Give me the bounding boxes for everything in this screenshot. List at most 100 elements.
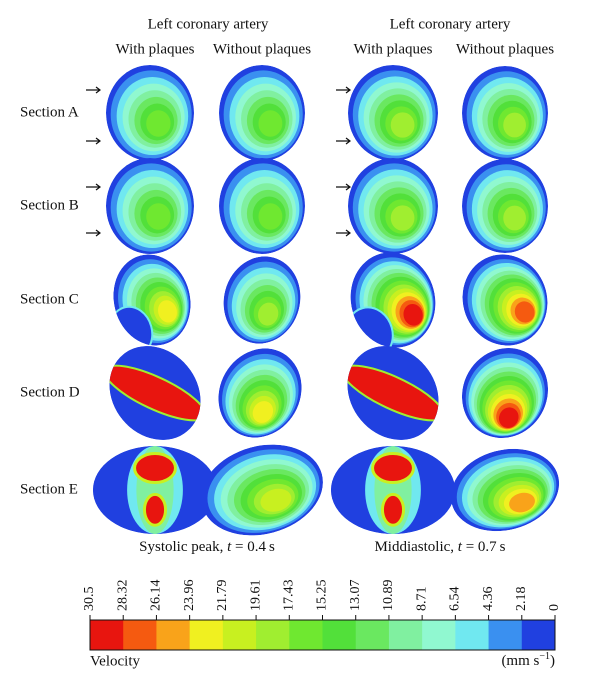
colorbar-tick-label: 6.54 xyxy=(448,587,463,612)
section-plot xyxy=(106,158,194,254)
section-plot xyxy=(218,348,302,438)
contour-band xyxy=(403,303,423,326)
caption-part: Middiastolic, xyxy=(374,539,457,555)
contour-band xyxy=(158,300,177,323)
section-plot xyxy=(328,327,458,459)
caption-part: t xyxy=(458,539,463,555)
contours xyxy=(348,65,438,161)
contour-band xyxy=(146,203,171,230)
colorbar-segment xyxy=(222,620,257,650)
unit-part: ) xyxy=(550,653,555,669)
colorbar-segment xyxy=(355,620,390,650)
contours xyxy=(462,159,548,253)
colorbar-segment xyxy=(388,620,423,650)
colorbar-tick-label: 15.25 xyxy=(315,580,330,612)
group-title: Left coronary artery xyxy=(390,16,511,32)
colorbar-segment xyxy=(422,620,456,650)
colorbar-segment xyxy=(156,620,191,650)
contour-band xyxy=(258,203,283,230)
contours xyxy=(218,348,302,438)
caption: Middiastolic, t = 0.7 s xyxy=(374,539,505,555)
colorbar-tick-label: 2.18 xyxy=(514,587,529,612)
contours xyxy=(223,256,301,344)
colorbar-segment xyxy=(455,620,490,650)
row-label: Section A xyxy=(20,104,79,120)
caption-part: = 0.7 s xyxy=(462,539,506,555)
column-header: Without plaques xyxy=(456,41,554,57)
colorbar-segment xyxy=(322,620,357,650)
colorbar-tick-label: 19.61 xyxy=(248,580,263,612)
contours xyxy=(328,327,458,459)
colorbar-segment xyxy=(123,620,157,650)
colorbar-tick-label: 0 xyxy=(547,604,562,611)
colorbar-tick-label: 30.5 xyxy=(82,587,97,612)
colorbar-tick-label: 4.36 xyxy=(481,587,496,612)
caption-part: Systolic peak, xyxy=(139,539,227,555)
contours xyxy=(106,158,194,254)
contour-band xyxy=(258,110,283,137)
contour-band xyxy=(146,110,171,137)
section-plot xyxy=(461,347,549,439)
section-plot xyxy=(93,446,217,534)
jet xyxy=(371,451,415,485)
jet xyxy=(142,492,168,527)
column-header: With plaques xyxy=(116,41,195,57)
contours xyxy=(108,254,191,355)
row-label: Section C xyxy=(20,291,79,307)
section-plot xyxy=(331,446,455,534)
contour-band xyxy=(514,301,535,323)
section-plot xyxy=(462,159,548,253)
colorbar-tick-label: 26.14 xyxy=(149,580,164,612)
section-plot xyxy=(219,158,305,254)
contours xyxy=(201,444,323,536)
contours xyxy=(219,65,305,161)
colorbar-tick-label: 10.89 xyxy=(381,580,396,612)
contours xyxy=(106,65,194,161)
colorbar-tick-label: 17.43 xyxy=(282,580,297,612)
jet xyxy=(380,492,406,527)
caption-part: = 0.4 s xyxy=(231,539,275,555)
caption-part: t xyxy=(227,539,232,555)
contours xyxy=(348,158,438,254)
contour-band xyxy=(390,112,415,138)
section-plot xyxy=(348,158,438,254)
colorbar-label: Velocity xyxy=(90,653,140,669)
colorbar-tick-label: 13.07 xyxy=(348,580,363,612)
row-label: Section D xyxy=(20,384,80,400)
section-plot xyxy=(450,448,560,532)
contours xyxy=(331,446,455,534)
colorbar-tick-label: 28.32 xyxy=(115,580,130,612)
section-plot xyxy=(219,65,305,161)
section-plot xyxy=(201,444,323,536)
contours xyxy=(219,158,305,254)
section-plot xyxy=(462,254,548,346)
colorbar-segment xyxy=(488,620,523,650)
contour-band xyxy=(260,488,292,512)
colorbar-tick-label: 21.79 xyxy=(215,580,230,612)
colorbar-tick-label: 23.96 xyxy=(182,580,197,612)
colorbar-segment xyxy=(256,620,290,650)
unit-part: −1 xyxy=(539,651,550,662)
column-header: Without plaques xyxy=(213,41,311,57)
contours xyxy=(462,66,548,160)
caption: Systolic peak, t = 0.4 s xyxy=(139,539,275,555)
jet xyxy=(133,451,177,485)
contour-band xyxy=(503,205,526,231)
row-label: Section E xyxy=(20,481,78,497)
contour-band xyxy=(509,492,535,513)
contour-band xyxy=(258,302,279,326)
contour-band xyxy=(252,401,274,423)
section-plot xyxy=(106,65,194,161)
column-header: With plaques xyxy=(354,41,433,57)
section-plot xyxy=(223,256,301,344)
colorbar-segment xyxy=(521,620,556,650)
contours xyxy=(93,446,217,534)
row-label: Section B xyxy=(20,197,79,213)
contours xyxy=(461,347,549,439)
contours xyxy=(90,327,220,459)
contour-band xyxy=(390,205,415,231)
unit-part: (mm s xyxy=(501,653,539,669)
colorbar-unit: (mm s−1) xyxy=(501,651,555,669)
arrows xyxy=(86,86,351,237)
